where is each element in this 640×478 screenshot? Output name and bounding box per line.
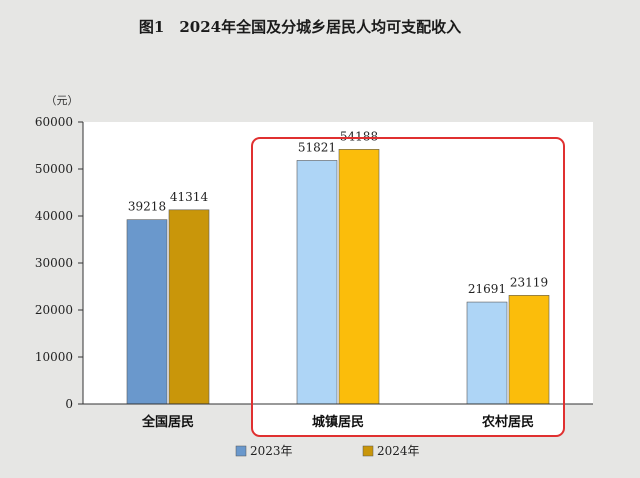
legend-label: 2023年 <box>250 444 293 458</box>
y-tick-label: 50000 <box>35 162 73 176</box>
bar <box>296 160 338 405</box>
bar <box>168 209 210 405</box>
y-tick-label: 60000 <box>35 115 73 129</box>
legend-swatch <box>362 445 374 457</box>
chart-title: 图1 2024年全国及分城乡居民人均可支配收入 <box>139 18 461 36</box>
y-tick-label: 20000 <box>35 303 73 317</box>
data-label: 23119 <box>510 275 548 289</box>
bar <box>338 149 380 405</box>
legend-swatch <box>235 445 247 457</box>
x-tick-label: 农村居民 <box>481 414 534 430</box>
y-axis: 0 10000 20000 30000 40000 50000 60000 <box>35 115 83 411</box>
legend-label: 2024年 <box>377 444 420 458</box>
y-unit-label: （元） <box>46 94 79 107</box>
data-labels: 39218 41314 51821 54188 21691 23119 <box>128 129 548 296</box>
bar <box>466 301 508 405</box>
bar <box>508 295 550 405</box>
bar-series <box>126 149 550 405</box>
data-label: 51821 <box>298 140 336 154</box>
data-label: 21691 <box>468 282 506 296</box>
highlight-border <box>251 137 565 437</box>
y-tick-label: 10000 <box>35 350 73 364</box>
y-tick-label: 0 <box>65 397 73 411</box>
x-tick-label: 全国居民 <box>141 414 194 430</box>
y-tick-label: 30000 <box>35 256 73 270</box>
y-tick-label: 40000 <box>35 209 73 223</box>
data-label: 54188 <box>340 129 378 143</box>
x-tick-label: 城镇居民 <box>312 414 364 430</box>
data-label: 41314 <box>170 190 209 204</box>
legend: 2023年 2024年 <box>235 444 420 458</box>
x-axis-labels: 全国居民 城镇居民 农村居民 <box>141 414 534 430</box>
data-label: 39218 <box>128 200 166 214</box>
bar <box>126 219 168 405</box>
